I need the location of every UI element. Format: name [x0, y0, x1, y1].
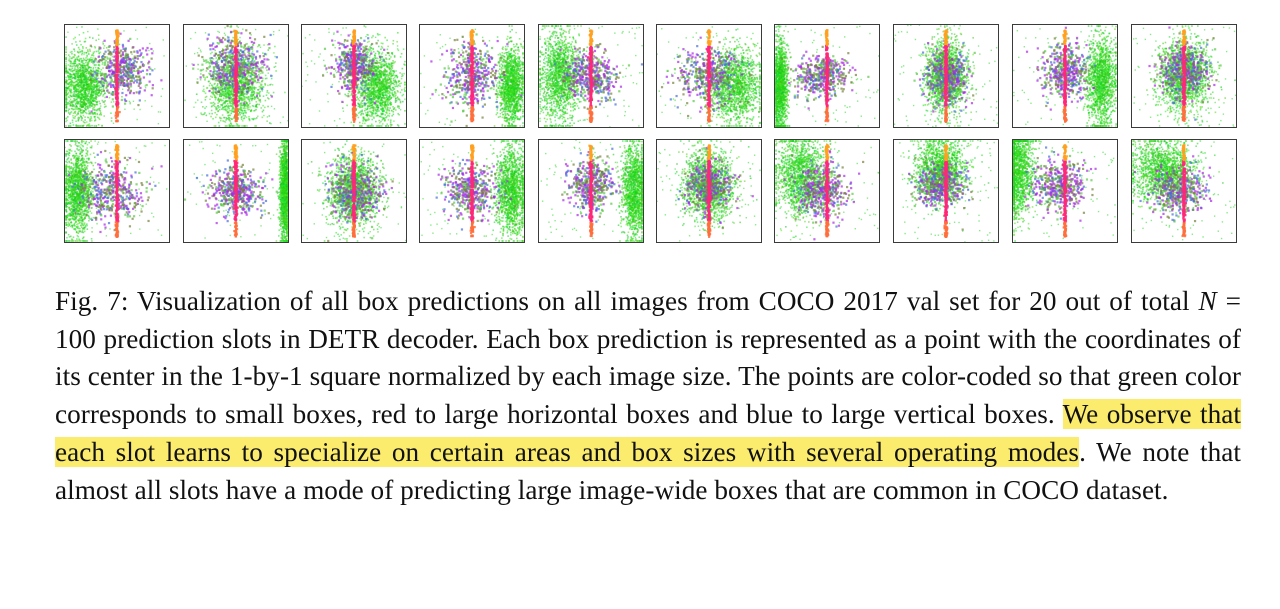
caption-label: Fig. 7:: [55, 286, 129, 316]
scatter-panel-slot-20: [1131, 139, 1237, 243]
scatter-panel-slot-5: [538, 24, 644, 128]
scatter-panel-slot-6: [656, 24, 762, 128]
scatter-panel-slot-11: [64, 139, 170, 243]
scatter-panel-slot-3: [301, 24, 407, 128]
figure-caption: Fig. 7: Visualization of all box predict…: [55, 283, 1241, 509]
scatter-panel-slot-19: [1012, 139, 1118, 243]
scatter-panel-slot-1: [64, 24, 170, 128]
scatter-panel-slot-17: [774, 139, 880, 243]
scatter-panel-slot-16: [656, 139, 762, 243]
caption-text-1: Visualization of all box predictions on …: [128, 286, 1199, 316]
scatter-panel-slot-13: [301, 139, 407, 243]
caption-math-n: N: [1198, 286, 1217, 316]
caption-text-2: = 100 prediction slots in DETR decoder. …: [55, 286, 1242, 430]
scatter-panel-slot-4: [419, 24, 525, 128]
scatter-panel-slot-18: [893, 139, 999, 243]
scatter-panel-slot-7: [774, 24, 880, 128]
caption-text-3: . We note that almost all slots have a m…: [55, 436, 1241, 505]
scatter-panel-slot-12: [183, 139, 289, 243]
figure-scatter-grid: [0, 0, 1280, 260]
scatter-panel-slot-2: [183, 24, 289, 128]
scatter-panel-slot-15: [538, 139, 644, 243]
scatter-panel-slot-8: [893, 24, 999, 128]
scatter-panel-slot-9: [1012, 24, 1118, 128]
scatter-panel-slot-14: [419, 139, 525, 243]
scatter-panel-slot-10: [1131, 24, 1237, 128]
